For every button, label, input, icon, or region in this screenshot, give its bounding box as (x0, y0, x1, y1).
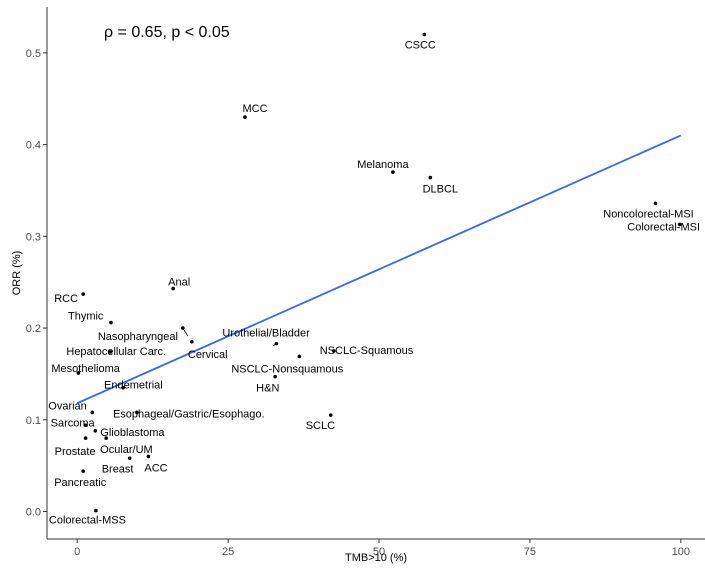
data-point (83, 436, 88, 440)
data-point (331, 349, 336, 353)
point-label: Noncolorectal-MSI (603, 208, 693, 220)
point-label: Urothelial/Bladder (222, 328, 310, 340)
point-label: Pancreatic (54, 477, 106, 489)
point-label: Esophageal/Gastric/Esophago. (113, 408, 265, 420)
data-point (190, 339, 194, 344)
data-point (93, 428, 98, 433)
point-label: Sarcoma (51, 417, 96, 429)
point-label: Cervical (188, 349, 228, 361)
point-label: Breast (102, 463, 134, 475)
data-point (243, 115, 247, 119)
data-point (127, 456, 132, 461)
point-label: Hepatocellular Carc. (66, 346, 166, 358)
point-label: Anal (168, 277, 190, 289)
data-point (104, 436, 108, 440)
point-label: Ovarian (48, 400, 87, 412)
points-layer (76, 32, 682, 513)
point-label: Prostate (55, 446, 96, 458)
y-tick-label: 0.0 (26, 506, 41, 518)
data-point (135, 410, 139, 415)
point-label: Thymic (68, 311, 104, 323)
ticks-layer: 0 25 50 75 100 0.0 0.1 0.2 0.3 0.4 0.5 (26, 48, 690, 558)
y-tick-label: 0.5 (26, 48, 41, 60)
data-point (677, 222, 682, 227)
data-point (328, 413, 333, 417)
x-axis-title: TMB>10 (%) (345, 552, 407, 564)
point-label: NSCLC-Nonsquamous (231, 363, 343, 375)
point-label: DLBCL (423, 184, 458, 196)
x-tick-label: 50 (373, 546, 385, 558)
y-axis-title: ORR (%) (11, 251, 23, 296)
data-point (422, 32, 427, 37)
data-point (428, 175, 433, 180)
labels-layer: CSCCMCCMelanomaDLBCLNoncolorectal-MSICol… (48, 40, 700, 527)
x-tick-label: 25 (222, 546, 234, 558)
point-label: RCC (54, 293, 78, 305)
point-label: Colorectal-MSI (627, 221, 700, 233)
data-point (108, 350, 113, 354)
point-label: H&N (256, 383, 279, 395)
data-point (146, 454, 151, 459)
point-label: Colorectal-MSS (49, 515, 126, 527)
x-tick-label: 100 (672, 546, 690, 558)
x-tick-label: 75 (524, 546, 536, 558)
point-label: Ocular/UM (100, 444, 153, 456)
point-label: Melanoma (357, 159, 409, 171)
trend-line (76, 134, 682, 405)
data-point (391, 170, 395, 174)
data-point (81, 292, 86, 296)
data-point (297, 354, 302, 359)
trend-layer (76, 134, 682, 405)
data-point (171, 286, 175, 291)
y-tick-label: 0.3 (26, 231, 41, 243)
label-leader (273, 343, 277, 346)
data-point (273, 374, 277, 379)
point-label: NSCLC-Squamous (320, 345, 414, 357)
data-point (76, 371, 81, 375)
point-label: SCLC (306, 420, 335, 432)
point-label: Nasopharyngeal (98, 331, 178, 343)
label-leader (182, 327, 189, 337)
point-label: Glioblastoma (100, 427, 165, 439)
data-point (90, 410, 95, 415)
data-point (94, 508, 98, 513)
data-point (653, 201, 658, 206)
x-tick-label: 0 (74, 546, 80, 558)
y-tick-label: 0.2 (26, 323, 41, 335)
data-point (121, 385, 125, 390)
point-label: ACC (144, 462, 167, 474)
point-label: Mesothelioma (51, 363, 120, 375)
correlation-annotation: ρ = 0.65, p < 0.05 (104, 24, 230, 41)
y-tick-label: 0.4 (26, 140, 41, 152)
data-point (81, 469, 86, 473)
data-point (83, 423, 88, 428)
y-tick-label: 0.1 (26, 415, 41, 427)
point-label: CSCC (405, 40, 436, 52)
data-point (109, 320, 113, 325)
point-label: Endemetrial (104, 380, 163, 392)
point-label: MCC (242, 103, 267, 115)
